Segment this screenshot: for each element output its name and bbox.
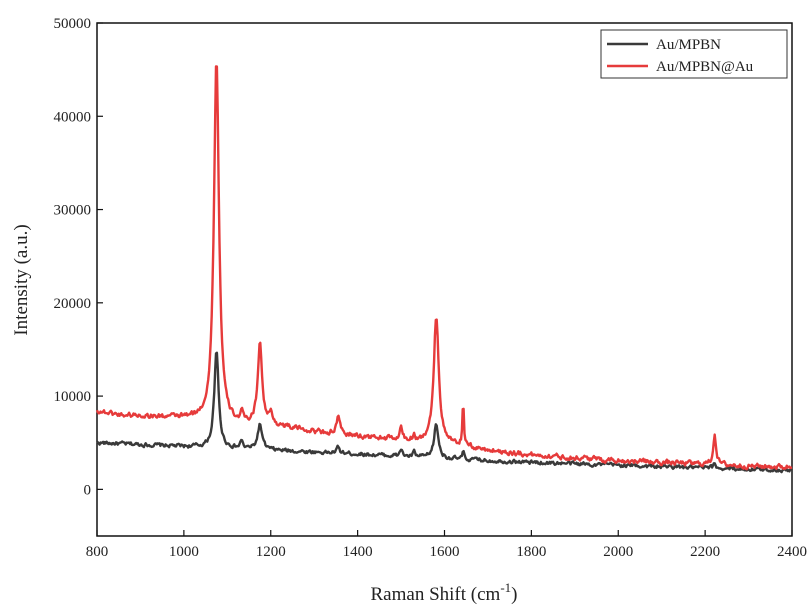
y-tick-label: 30000: [54, 203, 92, 219]
series-layer: [95, 65, 794, 474]
y-axis: 0 10000 20000 30000 40000 50000: [54, 16, 103, 498]
y-tick-label: 20000: [54, 296, 92, 312]
legend-label-au-mpbn-au: Au/MPBN@Au: [656, 59, 754, 75]
x-axis-title-close: ): [511, 584, 517, 605]
x-tick-label: 1400: [343, 544, 373, 560]
x-tick-label: 2200: [690, 544, 720, 560]
x-tick-label: 800: [86, 544, 109, 560]
x-tick-label: 1800: [516, 544, 546, 560]
x-axis: 800 1000 1200 1400 1600 1800 2000 2200 2400: [86, 530, 807, 560]
legend-label-au-mpbn: Au/MPBN: [656, 37, 721, 53]
y-axis-title: Intensity (a.u.): [11, 224, 32, 335]
x-axis-title-superscript: -1: [500, 580, 511, 595]
x-axis-title: Raman Shift (cm-1): [371, 580, 518, 605]
x-axis-title-main: Raman Shift (cm: [371, 584, 501, 605]
x-tick-label: 1600: [430, 544, 460, 560]
y-tick-label: 10000: [54, 389, 92, 405]
legend: Au/MPBN Au/MPBN@Au: [600, 29, 788, 79]
x-tick-label: 1200: [256, 544, 286, 560]
x-tick-label: 1000: [169, 544, 199, 560]
plot-area-frame: [96, 22, 793, 537]
y-tick-label: 0: [84, 482, 92, 498]
y-tick-label: 40000: [54, 109, 92, 125]
x-tick-label: 2000: [603, 544, 633, 560]
y-tick-label: 50000: [54, 16, 92, 32]
series-line-au-mpbn: [96, 351, 794, 474]
series-line-au-mpbn-au: [95, 65, 793, 471]
x-tick-label: 2400: [777, 544, 807, 560]
legend-box: [600, 29, 788, 79]
